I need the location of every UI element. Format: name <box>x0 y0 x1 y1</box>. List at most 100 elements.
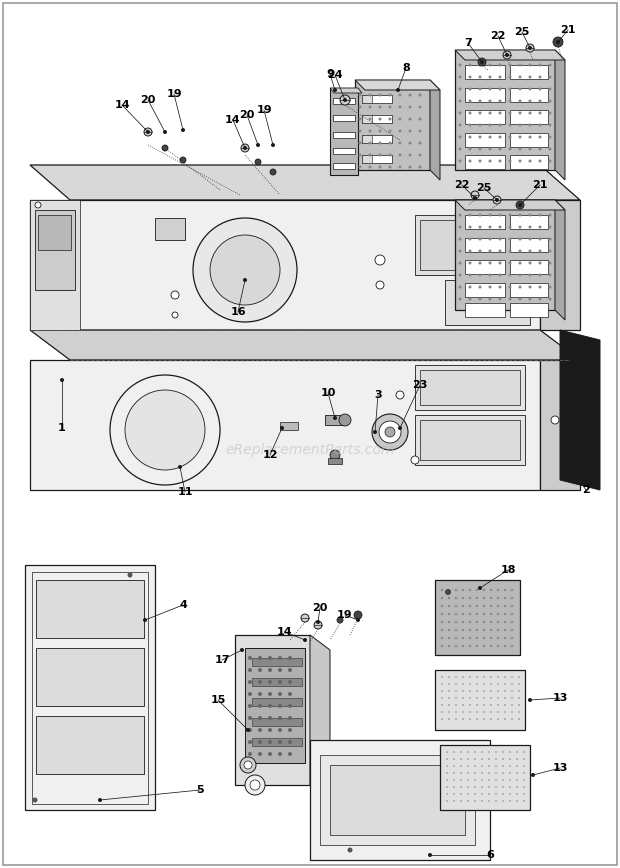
Circle shape <box>508 214 512 216</box>
Bar <box>465 133 505 147</box>
Circle shape <box>301 614 309 622</box>
Circle shape <box>489 238 492 240</box>
Circle shape <box>453 786 455 788</box>
Polygon shape <box>355 80 430 170</box>
Bar <box>155 218 185 240</box>
Circle shape <box>303 638 307 642</box>
Bar <box>328 458 342 464</box>
Bar <box>415 365 525 410</box>
Circle shape <box>459 160 461 162</box>
Circle shape <box>476 704 478 706</box>
Circle shape <box>476 676 478 678</box>
Circle shape <box>268 704 272 708</box>
Circle shape <box>479 100 482 102</box>
Bar <box>330 765 465 835</box>
Bar <box>252 718 302 726</box>
Circle shape <box>467 772 469 774</box>
Circle shape <box>460 779 462 781</box>
Circle shape <box>368 129 371 133</box>
Circle shape <box>539 63 541 67</box>
Circle shape <box>258 668 262 672</box>
Circle shape <box>549 76 552 78</box>
Circle shape <box>378 154 381 156</box>
Circle shape <box>504 683 506 685</box>
Bar <box>510 215 548 229</box>
Circle shape <box>549 238 552 240</box>
Circle shape <box>479 261 482 265</box>
Circle shape <box>489 226 492 228</box>
Circle shape <box>462 683 464 685</box>
Circle shape <box>495 765 497 767</box>
Circle shape <box>278 680 282 684</box>
Polygon shape <box>455 200 565 210</box>
Circle shape <box>483 597 485 599</box>
Circle shape <box>460 793 462 795</box>
Bar <box>362 95 372 103</box>
Circle shape <box>448 613 450 615</box>
Circle shape <box>441 711 443 713</box>
Text: 21: 21 <box>560 25 576 35</box>
Bar <box>415 415 525 465</box>
Circle shape <box>258 740 262 744</box>
Circle shape <box>497 645 499 648</box>
Circle shape <box>476 718 478 720</box>
Text: 8: 8 <box>402 63 410 73</box>
Circle shape <box>483 628 485 631</box>
Circle shape <box>481 772 483 774</box>
Circle shape <box>498 100 502 102</box>
Circle shape <box>418 94 422 96</box>
Circle shape <box>399 166 402 168</box>
Circle shape <box>479 226 482 228</box>
Circle shape <box>462 676 464 678</box>
Circle shape <box>469 683 471 685</box>
Text: 23: 23 <box>412 380 428 390</box>
Circle shape <box>511 697 513 699</box>
Circle shape <box>509 793 511 795</box>
Circle shape <box>498 160 502 162</box>
Circle shape <box>504 621 506 623</box>
Circle shape <box>479 214 482 216</box>
Circle shape <box>476 690 478 692</box>
Circle shape <box>467 800 469 802</box>
Circle shape <box>518 697 520 699</box>
Circle shape <box>483 637 485 639</box>
Bar <box>510 155 548 169</box>
Text: 20: 20 <box>239 110 255 120</box>
Circle shape <box>446 793 448 795</box>
Circle shape <box>489 111 492 115</box>
Circle shape <box>490 613 492 615</box>
Circle shape <box>551 416 559 424</box>
Circle shape <box>516 772 518 774</box>
Circle shape <box>469 628 471 631</box>
Bar <box>465 303 505 317</box>
Circle shape <box>469 226 471 228</box>
Circle shape <box>523 793 525 795</box>
Circle shape <box>481 793 483 795</box>
Circle shape <box>330 450 340 460</box>
Circle shape <box>479 63 482 67</box>
Circle shape <box>248 680 252 684</box>
Circle shape <box>459 88 461 90</box>
Circle shape <box>389 166 391 168</box>
Circle shape <box>389 94 391 96</box>
Circle shape <box>528 214 531 216</box>
Circle shape <box>455 697 457 699</box>
Circle shape <box>509 758 511 760</box>
Circle shape <box>528 298 531 300</box>
Circle shape <box>243 146 247 150</box>
Text: 5: 5 <box>196 785 204 795</box>
Circle shape <box>409 94 412 96</box>
Bar <box>252 658 302 666</box>
Circle shape <box>518 718 520 720</box>
Circle shape <box>490 718 492 720</box>
Circle shape <box>489 88 492 90</box>
Circle shape <box>162 145 168 151</box>
Circle shape <box>508 100 512 102</box>
Circle shape <box>508 160 512 162</box>
Circle shape <box>489 123 492 127</box>
Circle shape <box>509 779 511 781</box>
Circle shape <box>489 286 492 288</box>
Circle shape <box>240 648 244 652</box>
Circle shape <box>528 111 531 115</box>
Circle shape <box>488 758 490 760</box>
